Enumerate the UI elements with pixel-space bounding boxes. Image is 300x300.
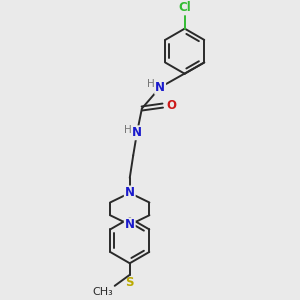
Text: S: S xyxy=(125,276,134,289)
Text: N: N xyxy=(125,218,135,231)
Text: H: H xyxy=(124,125,132,135)
Text: H: H xyxy=(147,80,155,89)
Text: N: N xyxy=(132,126,142,139)
Text: CH₃: CH₃ xyxy=(92,287,113,297)
Text: N: N xyxy=(155,81,165,94)
Text: Cl: Cl xyxy=(178,1,191,13)
Text: O: O xyxy=(166,99,176,112)
Text: N: N xyxy=(125,187,135,200)
